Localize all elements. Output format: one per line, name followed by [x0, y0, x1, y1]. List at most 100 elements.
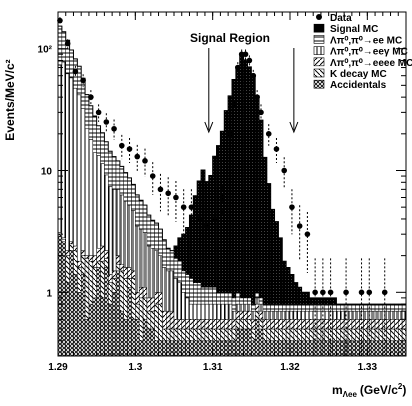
bar	[340, 310, 345, 320]
bar	[146, 214, 152, 247]
bar	[61, 31, 66, 63]
bar	[208, 340, 213, 357]
bar	[324, 310, 329, 320]
bar	[111, 292, 117, 357]
bar	[340, 319, 345, 330]
bar	[142, 204, 148, 233]
bar	[401, 319, 407, 330]
bar	[297, 319, 302, 330]
bar	[278, 328, 283, 342]
bar	[212, 303, 217, 320]
bar	[289, 328, 295, 342]
data-point	[103, 119, 110, 125]
bar	[258, 297, 264, 305]
bar	[158, 228, 163, 256]
legend-swatch	[313, 46, 325, 55]
bar	[189, 319, 194, 330]
bar	[208, 303, 213, 320]
bar	[123, 200, 128, 268]
legend-label: Data	[330, 13, 352, 24]
bar	[394, 303, 399, 312]
bar	[204, 319, 210, 330]
bar	[386, 340, 391, 357]
bar	[370, 328, 376, 342]
bar	[254, 303, 260, 312]
legend-swatch	[313, 79, 325, 89]
bar	[262, 310, 268, 320]
bar	[289, 303, 295, 312]
bar	[220, 340, 225, 357]
bar	[131, 278, 136, 320]
bar	[115, 189, 121, 256]
bar	[336, 310, 341, 320]
bar	[235, 66, 240, 293]
bar	[374, 328, 380, 342]
bar	[65, 282, 70, 357]
bar	[247, 297, 252, 305]
bar	[274, 303, 279, 312]
x-axis-ticks: 1.29 1.3 1.31 1.32 1.33	[48, 12, 407, 373]
bar	[80, 274, 86, 357]
bar	[169, 340, 175, 357]
data-point	[149, 173, 156, 179]
bar	[301, 340, 306, 357]
bar	[254, 297, 260, 305]
bar	[65, 250, 70, 256]
bar	[196, 328, 202, 342]
x-tick-label: 1.29	[48, 362, 68, 373]
bar	[258, 119, 264, 299]
bar	[282, 260, 287, 305]
bar	[262, 157, 268, 305]
bar	[158, 303, 163, 342]
bar	[301, 328, 306, 342]
bar	[266, 328, 271, 342]
bar	[111, 270, 117, 279]
total-outline	[58, 25, 406, 305]
bar	[162, 310, 167, 330]
bar	[92, 267, 97, 299]
bar	[166, 310, 171, 330]
legend-label: Λπ⁰,π⁰→ee MC	[330, 35, 402, 46]
bar	[208, 287, 213, 305]
bar	[239, 310, 244, 320]
bar	[305, 292, 310, 305]
bar	[96, 125, 101, 156]
bar	[386, 310, 391, 320]
bar	[351, 303, 356, 312]
bar	[347, 310, 353, 320]
bar	[254, 319, 260, 357]
bar	[73, 274, 78, 357]
bar	[324, 297, 329, 305]
y-tick-label: 1	[46, 288, 52, 299]
data-point	[134, 153, 141, 160]
bar	[158, 292, 163, 305]
data-points	[57, 17, 388, 356]
bar	[84, 128, 90, 256]
bar	[316, 303, 322, 312]
bar	[220, 328, 225, 342]
y-axis-label: Events/MeV/c²	[3, 59, 17, 140]
bar	[297, 328, 302, 342]
bar	[138, 297, 144, 342]
bar	[127, 267, 132, 279]
bar	[119, 310, 124, 357]
data-point	[343, 289, 349, 296]
bar	[216, 319, 221, 330]
bar	[363, 319, 368, 330]
bar	[374, 310, 380, 320]
bar	[146, 245, 152, 299]
bar	[181, 340, 186, 357]
bar	[336, 303, 341, 312]
signal-region-annotation: Signal Region	[190, 31, 299, 134]
bar	[212, 340, 217, 357]
bar	[216, 303, 221, 320]
bar	[162, 267, 167, 312]
bar	[142, 287, 148, 299]
bar	[200, 303, 206, 320]
bar	[100, 297, 105, 357]
bar	[274, 340, 279, 357]
bar	[390, 310, 395, 320]
bar	[305, 319, 310, 330]
bar	[220, 130, 225, 293]
bar	[243, 310, 248, 320]
